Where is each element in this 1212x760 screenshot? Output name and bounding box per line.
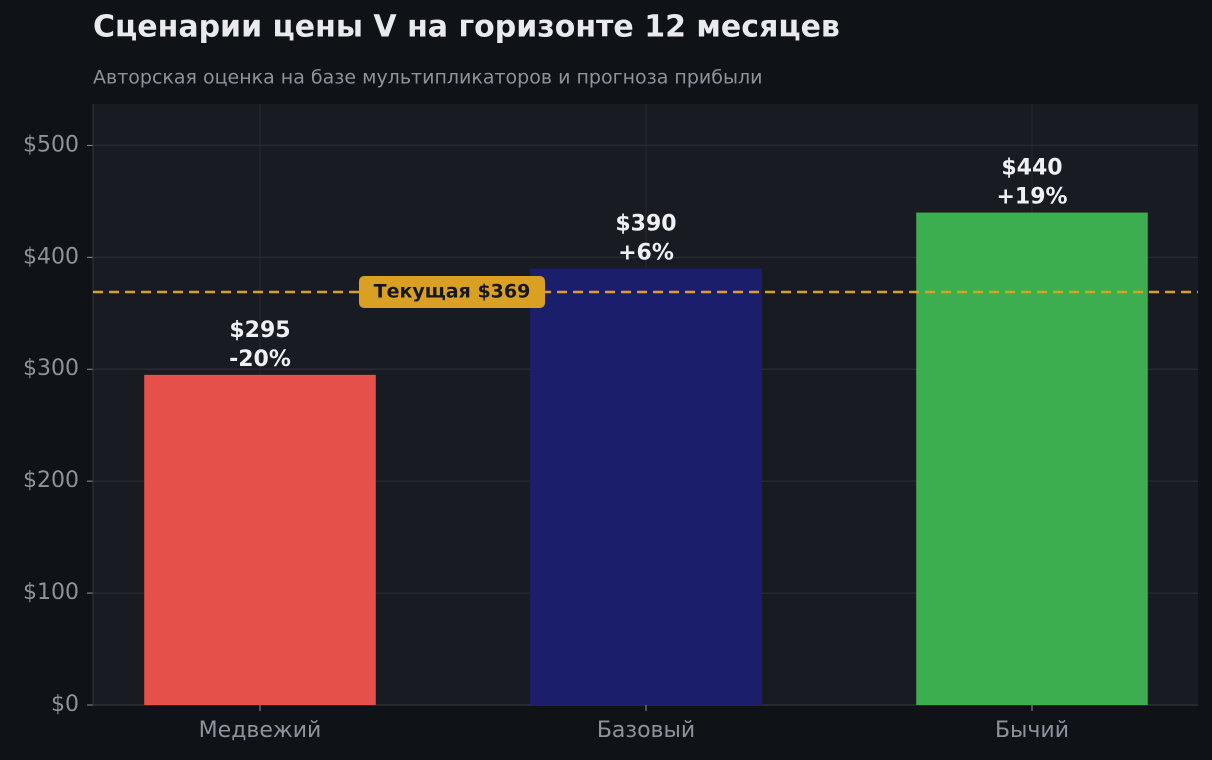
- change-label: +6%: [618, 241, 674, 266]
- bar: [530, 268, 762, 705]
- change-label: -20%: [229, 347, 291, 372]
- y-tick-label: $100: [23, 580, 79, 605]
- y-tick-label: $200: [23, 468, 79, 493]
- y-tick-label: $0: [51, 692, 79, 717]
- x-tick-label: Бычий: [995, 718, 1069, 743]
- value-label: $440: [1001, 156, 1062, 181]
- x-tick-label: Медвежий: [199, 718, 322, 743]
- value-label: $295: [229, 318, 290, 343]
- reference-label-box: [359, 276, 545, 309]
- y-tick-label: $500: [23, 132, 79, 157]
- reference-label: Текущая $369: [374, 281, 531, 303]
- change-label: +19%: [996, 185, 1067, 210]
- value-label: $390: [615, 212, 676, 237]
- bar: [144, 374, 376, 705]
- x-tick-label: Базовый: [597, 718, 695, 743]
- y-tick-label: $300: [23, 356, 79, 381]
- y-tick-label: $400: [23, 244, 79, 269]
- chart-subtitle: Авторская оценка на базе мультипликаторо…: [93, 67, 762, 89]
- bar: [916, 212, 1148, 705]
- chart-title: Сценарии цены V на горизонте 12 месяцев: [93, 10, 840, 45]
